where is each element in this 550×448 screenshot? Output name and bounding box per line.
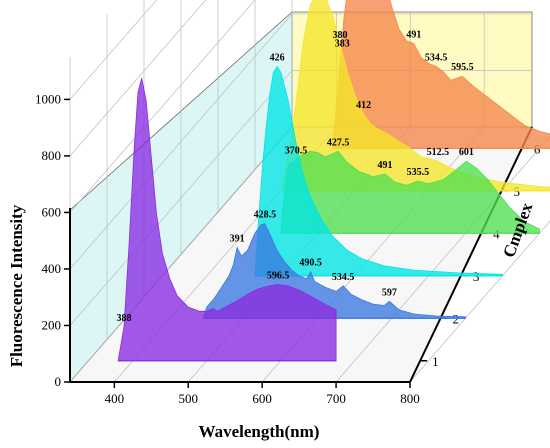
peak-label: 535.5	[407, 167, 430, 178]
y-tick-label: 1000	[35, 91, 61, 106]
x-tick-label: 600	[252, 391, 272, 406]
y-tick-label: 800	[42, 148, 62, 163]
peak-label: 412	[356, 100, 371, 111]
peak-label: 383	[335, 38, 350, 49]
peak-label: 596.5	[267, 270, 290, 281]
peak-label: 370.5	[285, 145, 308, 156]
y-tick-label: 600	[42, 204, 62, 219]
peak-label: 426	[270, 53, 285, 64]
peak-label: 427.5	[327, 137, 350, 148]
peak-label: 428.5	[254, 210, 277, 221]
x-tick-label: 400	[105, 391, 125, 406]
peak-label: 601	[459, 147, 474, 158]
x-tick-label: 800	[400, 391, 420, 406]
y-tick-label: 400	[42, 261, 62, 276]
peak-label: 491	[406, 30, 421, 41]
peak-label: 491	[378, 160, 393, 171]
y-tick-label: 200	[42, 317, 62, 332]
x-tick-label: 700	[326, 391, 346, 406]
x-tick-label: 500	[179, 391, 199, 406]
y-axis-title: Fluorescence Intensity	[7, 204, 26, 367]
peak-label: 391	[230, 234, 245, 245]
peak-label: 595.5	[451, 62, 474, 73]
peak-label: 534.5	[332, 272, 355, 283]
peak-label: 388	[116, 313, 131, 324]
peak-label: 512.5	[427, 147, 450, 158]
peak-label: 597	[382, 287, 397, 298]
z-tick-label: 1	[432, 354, 439, 369]
peak-label: 534.5	[425, 52, 448, 63]
peak-label: 490.5	[299, 258, 322, 269]
y-tick-label: 0	[55, 374, 62, 389]
x-axis-title: Wavelength(nm)	[199, 422, 320, 441]
